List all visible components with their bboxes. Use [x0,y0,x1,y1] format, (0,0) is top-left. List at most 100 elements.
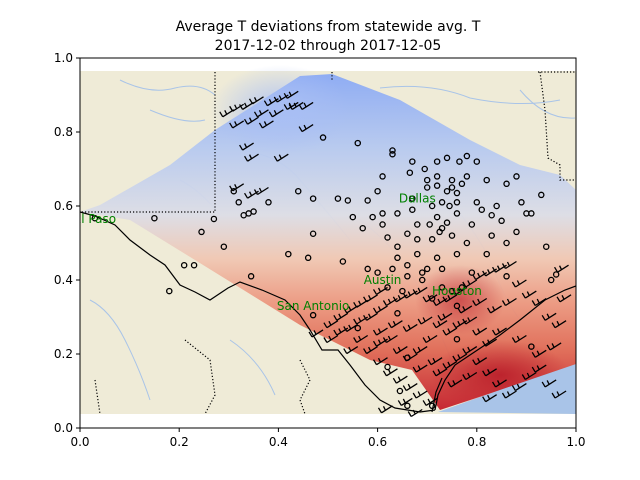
wind-barb-flag [298,126,303,132]
station-circle [414,250,421,258]
wind-barb-flag [258,187,263,193]
wind-barb-flag [363,314,368,321]
wind-barb-flag [422,400,427,406]
wind-barb [432,368,448,377]
station-circle [369,213,376,221]
wind-barb-flag [452,380,456,385]
wind-barb-flag [273,110,277,115]
wind-barb-flag [338,328,342,333]
wind-barb-flag [358,335,362,341]
station-circle [518,199,525,206]
wind-barb [353,334,369,344]
wind-barb-flag [382,300,387,306]
wind-barb-flag [457,287,461,293]
border-mexico-states [299,359,311,415]
wind-barb [482,394,497,403]
wind-barb-flag [353,318,358,325]
wind-barb [511,279,527,288]
station-circle [304,254,312,262]
wind-barb-staff [326,320,339,329]
wind-barb-staff [460,305,473,314]
station-circle [453,302,461,310]
wind-barb-flag [278,154,282,159]
wind-barb-flag [253,97,258,102]
wind-barb-staff [445,294,458,303]
wind-barb-staff [435,368,448,377]
wind-barb-staff [450,379,463,388]
wind-barb-flag [417,391,421,396]
wind-barb [482,368,497,377]
wind-barb-staff [376,357,388,366]
station-circle [426,221,433,228]
wind-barb [343,323,359,332]
wind-barb-flag [244,143,248,148]
wind-barb-staff [232,183,245,192]
wind-barb [442,360,458,369]
station-circle [230,187,238,195]
y-tick-label: 1.0 [54,51,73,65]
wind-barb-flag [382,337,387,343]
wind-barb [447,379,463,388]
wind-barb [248,96,264,105]
wind-barb-flag [442,329,447,336]
wind-barb [308,329,324,338]
wind-barb [239,142,254,151]
station-circle [404,230,411,237]
wind-barb-flag [447,328,451,333]
wind-barb-flag [501,300,507,306]
wind-barb-flag [239,144,244,151]
wind-barb-flag [432,300,437,306]
river-line [519,89,576,119]
wind-barb-staff [465,279,478,288]
x-tick-label: 0.0 [70,435,89,449]
wind-barb [323,320,339,329]
wind-barb-staff [301,124,314,133]
wind-barb-flag [511,385,516,391]
wind-barb-flag [387,369,392,374]
station-circle [334,195,342,202]
wind-barb-flag [248,191,253,196]
river-line [119,79,216,96]
wind-barb [377,405,393,414]
wind-barb-flag [496,328,501,333]
wind-barb-staff [425,294,438,303]
wind-barb-flag [492,381,497,388]
station-circle [528,343,535,350]
wind-barb-staff [559,294,572,303]
wind-barb-flag [372,359,378,366]
station-circle [384,234,391,241]
station-circle [404,261,411,269]
wind-barb-staff [544,379,557,388]
wind-barb-flag [521,292,526,299]
wind-barb-staff [381,405,393,414]
wind-barb-flag [492,329,497,336]
wind-barb [382,334,398,344]
wind-barb-flag [437,298,441,304]
wind-barb-flag [229,185,234,192]
wind-barb-flag [427,295,431,300]
wind-barb-flag [432,357,436,363]
wind-barb [283,90,299,99]
wind-barb-staff [257,186,269,196]
wind-barb [412,346,428,355]
station-circle [414,221,421,228]
wind-barb-flag [496,265,501,270]
station-circle [528,210,535,217]
station-circle [309,230,317,237]
wind-barb-flag [343,307,348,314]
station-circle [428,402,436,410]
station-circle [453,250,461,258]
wind-barb [363,346,378,355]
map-frame-top-margin [80,58,576,71]
wind-barb-flag [392,320,396,326]
wind-barb [462,279,478,288]
station-circle [443,219,451,226]
wind-barb-flag [402,355,407,362]
wind-barb-staff [405,323,418,332]
station-circle [547,276,555,284]
wind-barb [402,383,418,392]
station-circle [463,239,471,247]
wind-barb-flag [496,380,501,385]
wind-barb-flag [402,292,407,299]
wind-barb-staff [232,103,245,112]
